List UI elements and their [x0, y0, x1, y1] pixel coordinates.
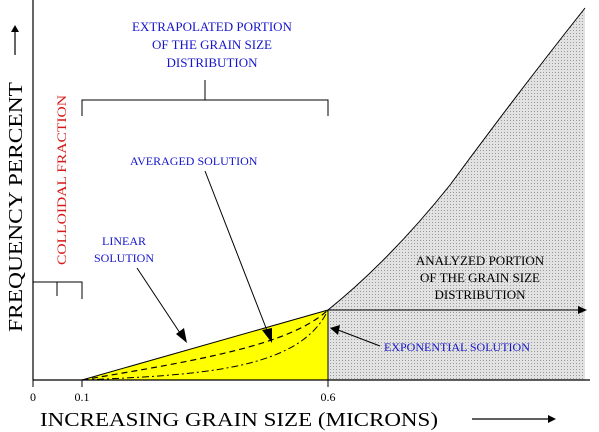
analyzed-arrowhead-icon [578, 306, 587, 314]
y-axis-arrowhead-icon [11, 25, 19, 32]
linear-solution-line [81, 309, 329, 381]
analyzed-label-line1: ANALYZED PORTION [416, 253, 545, 268]
analyzed-region [328, 8, 585, 380]
linear-solution-label-line1: LINEAR [102, 234, 146, 248]
exponential-solution-label: EXPONENTIAL SOLUTION [384, 340, 530, 354]
x-axis-arrowhead-icon [548, 415, 556, 423]
extrapolated-label-line1: EXTRAPOLATED PORTION [132, 19, 293, 34]
colloidal-bracket [33, 281, 83, 299]
y-axis-title: FREQUENCY PERCENT [5, 82, 27, 332]
averaged-solution-label: AVERAGED SOLUTION [130, 154, 258, 168]
analyzed-label-line3: DISTRIBUTION [435, 287, 527, 302]
x-axis-title: INCREASING GRAIN SIZE (MICRONS) [40, 409, 438, 431]
extrapolated-label-line2: OF THE GRAIN SIZE [152, 37, 272, 52]
extrapolated-label-line3: DISTRIBUTION [167, 55, 259, 70]
tick-label-0: 0 [30, 390, 36, 404]
averaged-pointer [204, 170, 269, 334]
linear-pointer [136, 267, 183, 337]
extrapolated-bracket [81, 80, 329, 116]
exponential-pointer [337, 329, 381, 347]
distribution-curve [327, 7, 586, 311]
linear-solution-label-line2: SOLUTION [94, 251, 154, 265]
tick-label-01: 0.1 [75, 390, 90, 404]
exponential-arrowhead-icon [330, 325, 340, 335]
exponential-solution-curve [81, 309, 329, 381]
linear-arrowhead-icon [176, 328, 187, 343]
analyzed-label-line2: OF THE GRAIN SIZE [420, 270, 540, 285]
averaged-solution-curve [81, 309, 329, 381]
averaged-arrowhead-icon [262, 328, 272, 343]
colloidal-fraction-label: COLLOIDAL FRACTION [54, 94, 69, 265]
tick-label-06: 0.6 [321, 390, 336, 404]
